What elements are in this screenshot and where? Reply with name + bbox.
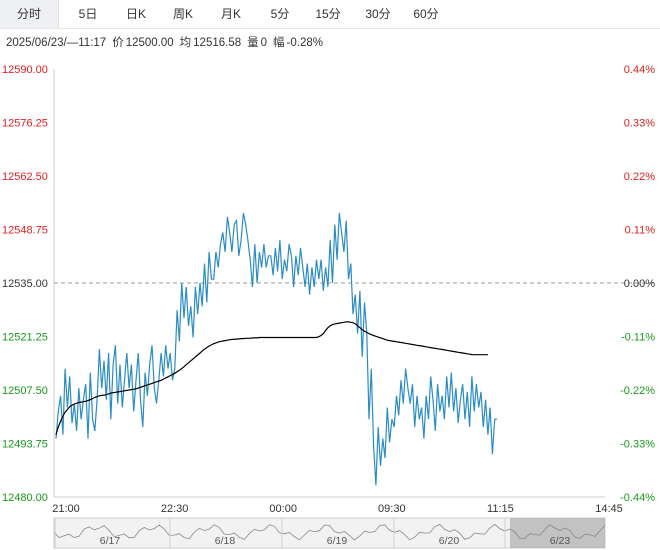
info-price: 12500.00 bbox=[125, 37, 174, 49]
navigator-trace bbox=[53, 523, 606, 541]
navigator-day-label: 6/17 bbox=[100, 535, 121, 547]
info-pct-label: 幅 bbox=[273, 37, 285, 49]
percent-tick-label: 0.33% bbox=[624, 118, 655, 130]
tab-5day[interactable]: 5日 bbox=[78, 7, 98, 21]
period-tabs: 分时 5日 日K 周K 月K 5分 15分 30分 60分 bbox=[0, 0, 660, 29]
price-tick-label: 12548.75 bbox=[2, 225, 48, 237]
price-tick-label: 12576.25 bbox=[2, 118, 48, 130]
navigator-day-label: 6/23 bbox=[550, 535, 571, 547]
percent-tick-label: -0.22% bbox=[620, 385, 655, 397]
navigator-day-label: 6/20 bbox=[439, 535, 460, 547]
tab-5min[interactable]: 5分 bbox=[270, 7, 290, 21]
tab-30min[interactable]: 30分 bbox=[365, 7, 391, 21]
time-tick-label: 22:30 bbox=[161, 503, 189, 515]
range-navigator[interactable]: 6/17 6/18 6/19 6/20 6/23 bbox=[53, 517, 606, 549]
price-tick-label: 12562.50 bbox=[2, 171, 48, 183]
chart-grid bbox=[53, 69, 655, 498]
quote-info-line: 2025/06/23/—11:17 价 12500.00 均 12516.58 量 0 幅 -0… bbox=[6, 34, 329, 50]
percent-tick-label: -0.33% bbox=[620, 439, 655, 451]
tab-daily-k[interactable]: 日K bbox=[125, 7, 146, 21]
info-avg-label: 均 bbox=[179, 37, 192, 49]
navigator-selection[interactable] bbox=[510, 518, 605, 548]
info-vol: 0 bbox=[260, 37, 268, 49]
price-tick-label: 12507.50 bbox=[2, 385, 48, 397]
percent-tick-label: 0.44% bbox=[624, 64, 655, 76]
time-tick-label: 00:00 bbox=[269, 503, 297, 515]
price-tick-label: 12480.00 bbox=[2, 492, 48, 504]
tab-weekly-k[interactable]: 周K bbox=[172, 7, 193, 21]
navigator-day-label: 6/18 bbox=[215, 535, 236, 547]
percent-tick-label: 0.22% bbox=[624, 171, 655, 183]
info-datetime: 2025/06/23/—11:17 bbox=[6, 37, 107, 49]
average-series-line bbox=[55, 321, 488, 435]
price-tick-label: 12590.00 bbox=[2, 64, 48, 76]
intraday-chart: 12590.00 12576.25 12562.50 12548.75 12535.00… bbox=[2, 64, 655, 549]
tab-monthly-k[interactable]: 月K bbox=[220, 7, 241, 21]
info-avg: 12516.58 bbox=[193, 37, 242, 49]
price-axis-ticks: 12590.00 12576.25 12562.50 12548.75 12535.00… bbox=[2, 64, 48, 504]
time-tick-label: 14:45 bbox=[595, 503, 623, 515]
time-tick-label: 09:30 bbox=[378, 503, 406, 515]
price-tick-label: 12535.00 bbox=[2, 278, 48, 290]
tab-60min[interactable]: 60分 bbox=[413, 7, 439, 21]
percent-tick-label: -0.44% bbox=[620, 492, 655, 504]
price-tick-label: 12493.75 bbox=[2, 439, 48, 451]
navigator-day-label: 6/19 bbox=[327, 535, 348, 547]
percent-tick-label: 0.00% bbox=[624, 278, 655, 290]
time-tick-label: 11:15 bbox=[487, 503, 514, 515]
info-pct: -0.28% bbox=[286, 37, 323, 49]
tab-15min[interactable]: 15分 bbox=[315, 7, 341, 21]
tab-minute[interactable]: 分时 bbox=[0, 0, 59, 28]
percent-tick-label: -0.11% bbox=[621, 332, 655, 344]
percent-axis-ticks: 0.44% 0.33% 0.22% 0.11% 0.00% -0.11% -0.22% -0.… bbox=[620, 64, 655, 504]
price-tick-label: 12521.25 bbox=[2, 332, 48, 344]
info-vol-label: 量 bbox=[247, 37, 259, 49]
price-series-line bbox=[55, 212, 497, 486]
time-tick-label: 21:00 bbox=[52, 503, 80, 515]
percent-tick-label: 0.11% bbox=[625, 225, 656, 237]
time-axis-ticks: 21:00 22:30 00:00 09:30 11:15 14:45 bbox=[52, 503, 623, 515]
info-price-label: 价 bbox=[112, 37, 124, 49]
